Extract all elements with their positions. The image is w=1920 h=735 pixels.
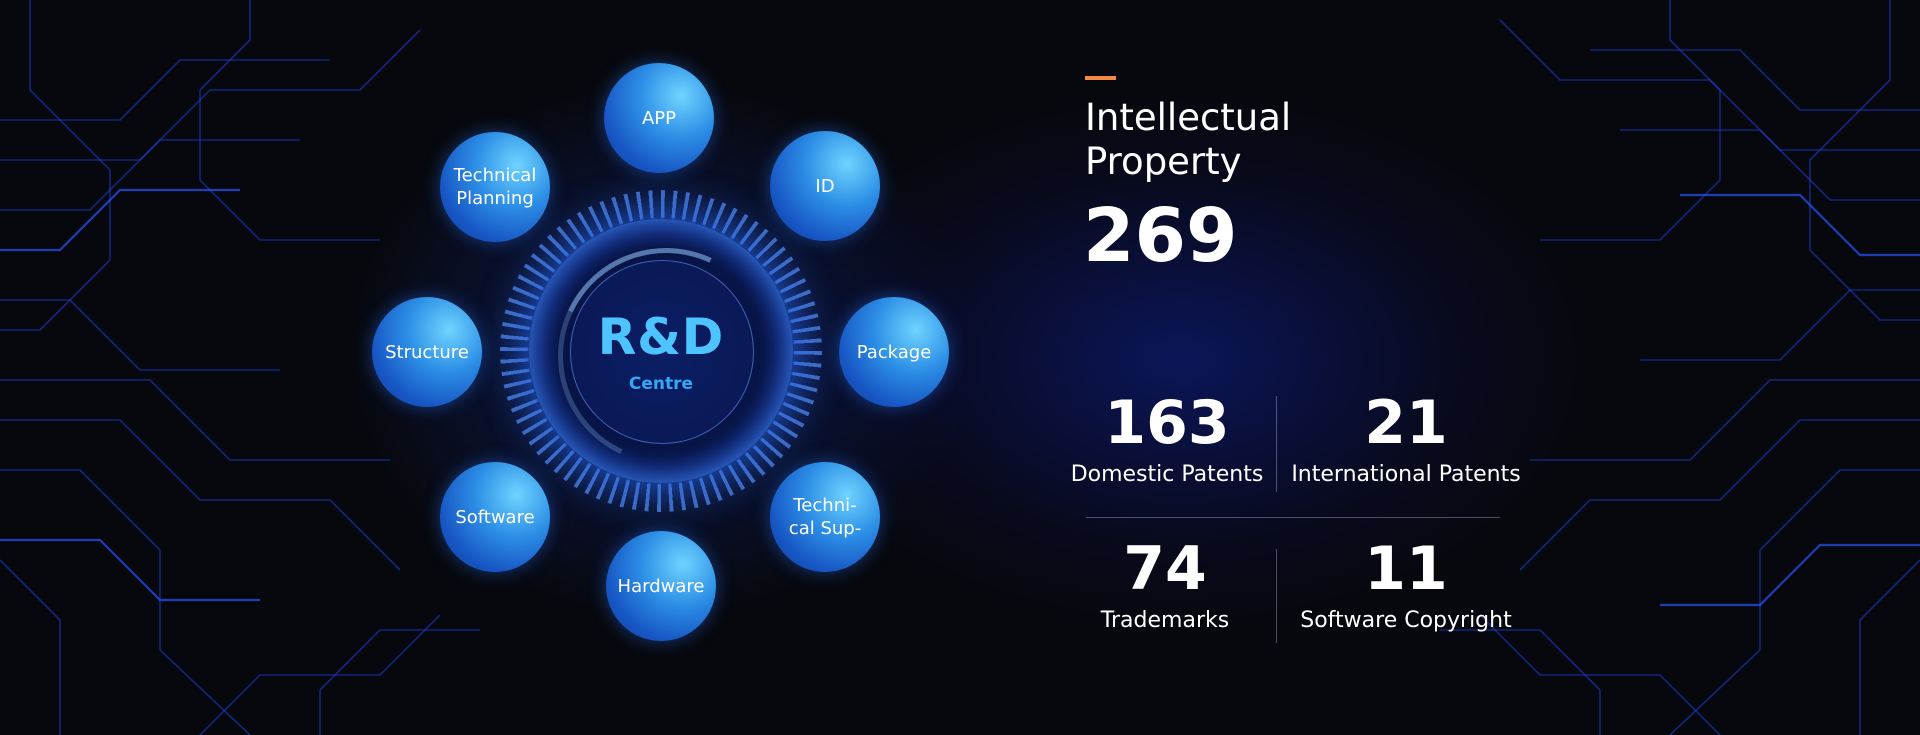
hub-subtitle: Centre [628,374,694,394]
ip-total-count: 269 [1083,193,1238,279]
stat-trademarks: 74 Trademarks [1045,534,1285,636]
node-hardware[interactable]: Hardware [606,531,716,641]
node-app-label: APP [641,107,677,129]
node-technical-planning-label: Technical Planning [453,165,537,209]
node-structure[interactable]: Structure [372,297,482,407]
stats-divider-horizontal [1086,517,1500,518]
stat-value: 74 [1123,534,1207,604]
stat-label: Trademarks [1100,608,1230,633]
stat-value: 11 [1364,534,1448,604]
section-title: Intellectual Property [1085,96,1292,183]
stat-label: Domestic Patents [1070,462,1264,487]
node-id[interactable]: ID [770,131,880,241]
node-software-label: Software [455,506,535,528]
stats-divider-vertical-bottom [1276,549,1277,643]
stat-value: 21 [1364,388,1448,458]
node-software[interactable]: Software [440,462,550,572]
stats-divider-vertical-top [1276,396,1277,492]
hub-title: R&D [500,308,822,366]
section-accent-bar [1085,76,1116,80]
node-package-label: Package [856,341,932,363]
node-technical-planning[interactable]: Technical Planning [440,132,550,242]
stat-domestic-patents: 163 Domestic Patents [1047,388,1287,490]
node-technical-support-label: Techni- cal Sup- [788,495,862,539]
node-technical-support[interactable]: Techni- cal Sup- [770,462,880,572]
node-app[interactable]: APP [604,63,714,173]
hub-inner-circle [570,260,754,444]
stat-label: Software Copyright [1300,608,1512,633]
stat-international-patents: 21 International Patents [1286,388,1526,490]
rd-centre-hub: R&D Centre [500,190,822,512]
node-id-label: ID [815,175,835,197]
node-package[interactable]: Package [839,297,949,407]
stat-label: International Patents [1291,462,1521,487]
stat-software-copyright: 11 Software Copyright [1286,534,1526,636]
node-structure-label: Structure [385,341,469,363]
stat-value: 163 [1104,388,1230,458]
node-hardware-label: Hardware [617,575,705,597]
